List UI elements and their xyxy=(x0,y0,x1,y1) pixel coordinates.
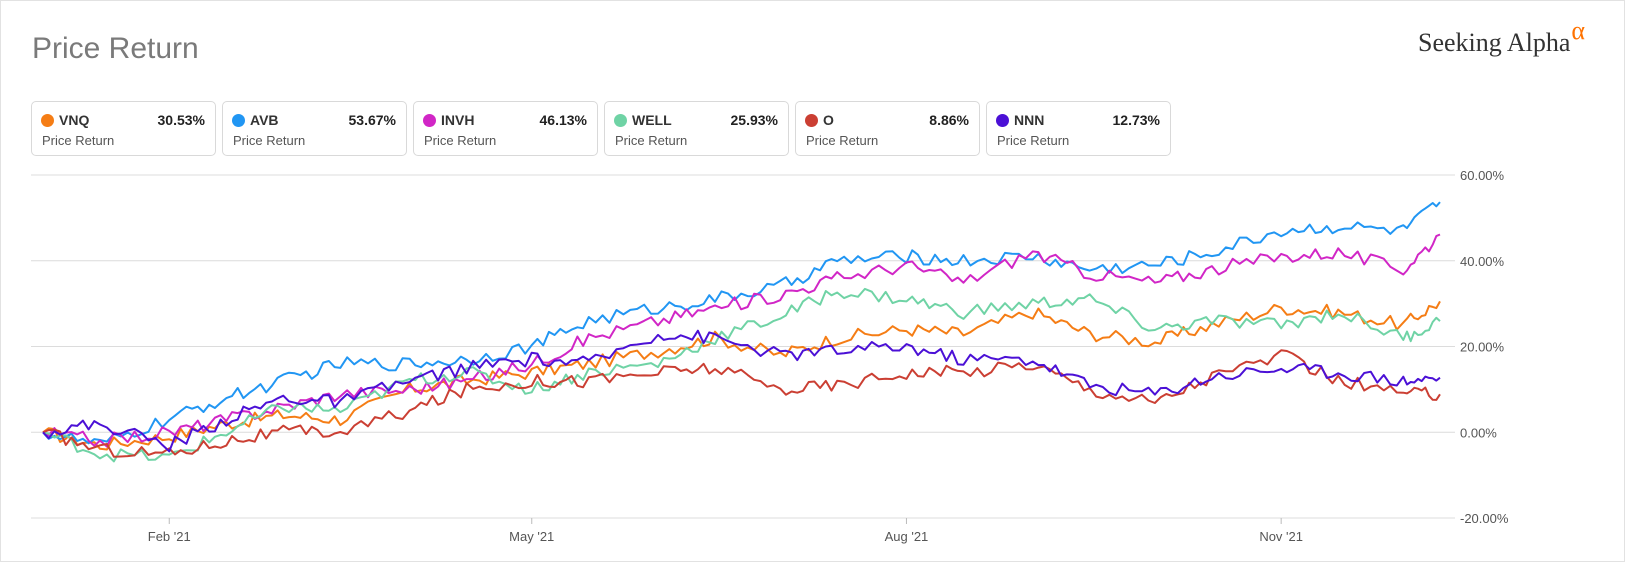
alpha-icon: α xyxy=(1571,16,1585,45)
legend-ticker: WELL xyxy=(632,112,672,128)
x-tick-label: Nov '21 xyxy=(1259,529,1303,544)
legend-dot-icon xyxy=(232,114,245,127)
seeking-alpha-logo: Seeking Alphaα xyxy=(1418,16,1585,58)
legend-subtitle: Price Return xyxy=(615,133,688,148)
legend-card-well[interactable]: WELL 25.93% Price Return xyxy=(604,101,789,156)
legend-dot-icon xyxy=(805,114,818,127)
series-line-avb xyxy=(42,201,1441,445)
legend-subtitle: Price Return xyxy=(42,133,115,148)
legend-ticker: O xyxy=(823,112,834,128)
legend-dot-icon xyxy=(614,114,627,127)
x-tick-label: May '21 xyxy=(509,529,554,544)
y-tick-label: 20.00% xyxy=(1460,340,1505,355)
series-line-vnq xyxy=(42,300,1441,451)
legend-card-o[interactable]: O 8.86% Price Return xyxy=(795,101,980,156)
series-line-invh xyxy=(42,233,1441,448)
series-line-nnn xyxy=(42,329,1441,453)
legend-value: 46.13% xyxy=(539,112,587,128)
legend-ticker: AVB xyxy=(250,112,279,128)
legend-value: 12.73% xyxy=(1112,112,1160,128)
x-tick-label: Feb '21 xyxy=(148,529,191,544)
x-tick-label: Aug '21 xyxy=(885,529,929,544)
y-tick-label: 0.00% xyxy=(1460,425,1497,440)
logo-text: Seeking Alpha xyxy=(1418,28,1571,57)
series-line-o xyxy=(42,349,1441,458)
legend-subtitle: Price Return xyxy=(997,133,1070,148)
page-title: Price Return xyxy=(32,32,199,65)
legend-card-vnq[interactable]: VNQ 30.53% Price Return xyxy=(31,101,216,156)
y-tick-label: 60.00% xyxy=(1460,168,1505,183)
legend-ticker: INVH xyxy=(441,112,475,128)
legend-dot-icon xyxy=(423,114,436,127)
legend-value: 30.53% xyxy=(157,112,205,128)
legend-dot-icon xyxy=(996,114,1009,127)
series-line-well xyxy=(42,287,1441,463)
legend-value: 25.93% xyxy=(730,112,778,128)
legend-ticker: VNQ xyxy=(59,112,90,128)
legend-value: 8.86% xyxy=(929,112,969,128)
legend-dot-icon xyxy=(41,114,54,127)
legend-card-invh[interactable]: INVH 46.13% Price Return xyxy=(413,101,598,156)
legend-subtitle: Price Return xyxy=(806,133,879,148)
legend-value: 53.67% xyxy=(348,112,396,128)
legend-subtitle: Price Return xyxy=(233,133,306,148)
legend-card-nnn[interactable]: NNN 12.73% Price Return xyxy=(986,101,1171,156)
legend-card-avb[interactable]: AVB 53.67% Price Return xyxy=(222,101,407,156)
y-tick-label: -20.00% xyxy=(1460,511,1509,526)
y-tick-label: 40.00% xyxy=(1460,254,1505,269)
legend-subtitle: Price Return xyxy=(424,133,497,148)
legend-ticker: NNN xyxy=(1014,112,1045,128)
